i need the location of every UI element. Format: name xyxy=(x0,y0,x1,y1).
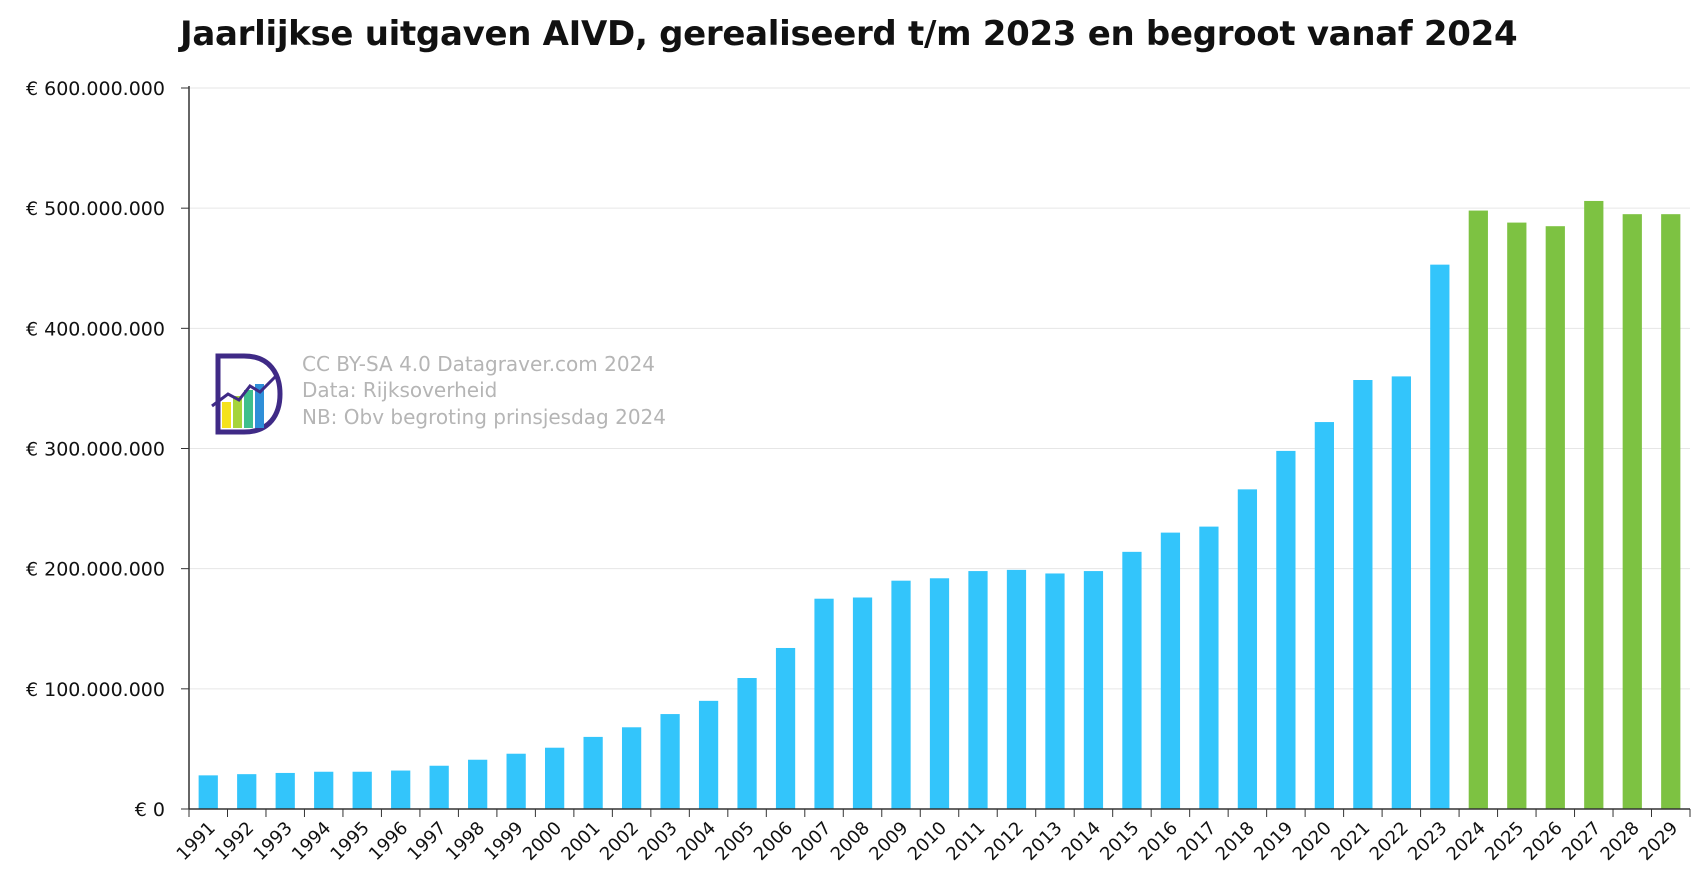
y-tick-label: € 100.000.000 xyxy=(26,679,165,701)
chart-title: Jaarlijkse uitgaven AIVD, gerealiseerd t… xyxy=(180,14,1518,54)
x-tick-label: 1993 xyxy=(250,818,297,865)
bar-2014 xyxy=(1083,571,1104,809)
bar-1993 xyxy=(275,772,295,809)
bar-2028 xyxy=(1622,214,1642,810)
y-tick-label: € 500.000.000 xyxy=(26,198,165,220)
bar-2000 xyxy=(545,747,565,809)
x-tick-label: 2022 xyxy=(1366,818,1413,865)
bar-1998 xyxy=(468,759,488,809)
x-tick-label: 2010 xyxy=(904,818,951,865)
x-tick-label: 2013 xyxy=(1019,818,1066,865)
datagraver-logo-icon xyxy=(211,353,283,435)
x-tick-label: 2024 xyxy=(1443,818,1490,865)
bar-2029 xyxy=(1661,214,1681,810)
watermark-note: NB: Obv begroting prinsjesdag 2024 xyxy=(302,405,666,429)
bar-2007 xyxy=(814,598,834,809)
x-tick-label: 2004 xyxy=(673,818,720,865)
bar-2023 xyxy=(1430,264,1450,809)
x-tick-label: 2027 xyxy=(1558,818,1605,865)
bar-2025 xyxy=(1507,222,1527,809)
x-tick-label: 1997 xyxy=(403,818,450,865)
bar-1991 xyxy=(198,775,218,809)
bar-1997 xyxy=(429,765,449,809)
x-tick-label: 2011 xyxy=(942,818,989,865)
y-tick-label: € 300.000.000 xyxy=(26,439,165,461)
x-tick-label: 2018 xyxy=(1212,818,1259,865)
x-tick-label: 2029 xyxy=(1635,818,1682,865)
bar-2027 xyxy=(1584,200,1604,809)
gridlines xyxy=(189,87,1690,690)
y-tick-label: € 400.000.000 xyxy=(26,318,165,340)
x-tick-label: 1998 xyxy=(442,818,489,865)
bar-2012 xyxy=(1006,569,1027,809)
bars xyxy=(198,200,1681,810)
bar-2021 xyxy=(1353,380,1373,809)
x-tick-label: 2012 xyxy=(981,818,1028,865)
x-tick-label: 1994 xyxy=(288,818,335,865)
bar-2011 xyxy=(968,571,988,809)
watermark-license: CC BY-SA 4.0 Datagraver.com 2024 xyxy=(302,352,655,376)
bar-2010 xyxy=(929,578,950,809)
y-tick-label: € 200.000.000 xyxy=(26,559,165,581)
bar-1995 xyxy=(352,771,372,809)
x-tick-label: 2015 xyxy=(1096,818,1143,865)
bar-2020 xyxy=(1314,422,1334,809)
bar-2006 xyxy=(775,647,796,809)
x-tick-label: 2023 xyxy=(1404,818,1451,865)
bar-1996 xyxy=(391,770,411,809)
x-tick-label: 2026 xyxy=(1520,818,1567,865)
bar-2018 xyxy=(1237,489,1258,809)
x-tick-labels: 1991199219931994199519961997199819992000… xyxy=(173,809,1691,865)
x-tick-label: 2008 xyxy=(827,818,874,865)
x-tick-label: 1996 xyxy=(365,818,412,865)
bar-2013 xyxy=(1045,573,1065,809)
x-tick-label: 2016 xyxy=(1135,818,1182,865)
bar-1994 xyxy=(314,771,334,809)
y-tick-label: € 600.000.000 xyxy=(26,78,165,100)
x-tick-label: 1999 xyxy=(480,818,527,865)
bar-2008 xyxy=(852,597,873,809)
bar-2004 xyxy=(698,700,719,809)
bar-2005 xyxy=(737,678,757,809)
bar-2017 xyxy=(1199,526,1219,809)
x-tick-label: 2009 xyxy=(865,818,912,865)
x-tick-label: 2003 xyxy=(634,818,681,865)
x-tick-label: 1995 xyxy=(326,818,373,865)
bar-2024 xyxy=(1468,210,1488,809)
x-tick-label: 2028 xyxy=(1597,818,1644,865)
y-tick-labels: € 0 € 100.000.000 € 200.000.000 € 300.000.0… xyxy=(26,78,189,821)
bar-2009 xyxy=(891,580,911,809)
x-tick-label: 2001 xyxy=(557,818,604,865)
x-tick-label: 2019 xyxy=(1250,818,1297,865)
bar-2002 xyxy=(621,727,642,809)
bar-1992 xyxy=(237,774,257,809)
bar-2003 xyxy=(660,714,680,809)
bar-2001 xyxy=(583,736,603,809)
x-tick-label: 2014 xyxy=(1058,818,1105,865)
bar-2022 xyxy=(1391,376,1411,809)
x-tick-label: 1991 xyxy=(173,818,220,865)
x-tick-label: 2021 xyxy=(1327,818,1374,865)
y-tick-label: € 0 xyxy=(135,799,165,821)
x-tick-label: 2017 xyxy=(1173,818,1220,865)
bar-2015 xyxy=(1122,551,1142,809)
bar-2019 xyxy=(1276,450,1296,809)
x-tick-label: 2000 xyxy=(519,818,566,865)
bar-2026 xyxy=(1545,226,1565,810)
x-tick-label: 2007 xyxy=(788,818,835,865)
x-tick-label: 1992 xyxy=(211,818,258,865)
x-tick-label: 2002 xyxy=(596,818,643,865)
watermark-source: Data: Rijksoverheid xyxy=(302,378,497,402)
x-tick-label: 2020 xyxy=(1289,818,1336,865)
bar-2016 xyxy=(1160,532,1181,809)
x-tick-label: 2025 xyxy=(1481,818,1528,865)
x-tick-label: 2006 xyxy=(750,818,797,865)
x-tick-label: 2005 xyxy=(711,818,758,865)
bar-1999 xyxy=(506,753,526,809)
